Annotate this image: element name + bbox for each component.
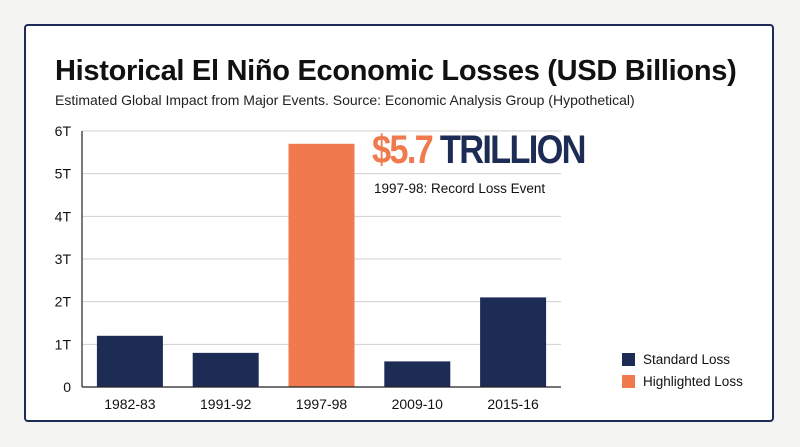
y-tick-label: 1T xyxy=(55,336,72,352)
legend-item-highlighted: Highlighted Loss xyxy=(622,372,743,390)
callout-subtext: 1997-98: Record Loss Event xyxy=(374,181,546,196)
bar-1982-83 xyxy=(96,335,163,387)
x-tick-label: 2015-16 xyxy=(487,396,539,412)
x-tick-labels: 1982-83 1991-92 1997-98 2009-10 2015-16 xyxy=(104,396,539,412)
legend-label-highlighted: Highlighted Loss xyxy=(643,373,743,389)
bars xyxy=(96,143,547,387)
chart-title: Historical El Niño Economic Losses (USD … xyxy=(55,55,737,87)
x-tick-label: 2009-10 xyxy=(392,396,444,412)
bar-2009-10 xyxy=(384,361,451,387)
y-tick-label: 5T xyxy=(55,166,72,182)
legend-label-standard: Standard Loss xyxy=(643,351,731,367)
record-loss-callout: $5.7 TRILLION xyxy=(372,128,587,172)
y-tick-label: 0 xyxy=(63,379,71,395)
callout-amount: $5.7 xyxy=(372,128,434,172)
y-tick-label: 6T xyxy=(55,123,72,139)
y-tick-label: 3T xyxy=(55,251,72,267)
callout-unit: TRILLION xyxy=(439,128,587,172)
x-tick-label: 1997-98 xyxy=(296,396,348,412)
legend-item-standard: Standard Loss xyxy=(622,350,743,368)
chart-subtitle: Estimated Global Impact from Major Event… xyxy=(55,92,635,108)
chart-card: Historical El Niño Economic Losses (USD … xyxy=(24,24,774,422)
x-tick-label: 1991-92 xyxy=(200,396,252,412)
y-tick-labels: 0 1T 2T 3T 4T 5T 6T xyxy=(55,123,72,395)
legend-swatch-standard xyxy=(622,352,635,366)
bar-chart: 0 1T 2T 3T 4T 5T 6T 1982-83 1991-92 1997-98 2009-… xyxy=(55,123,561,412)
bar-1991-92 xyxy=(192,352,259,387)
axes xyxy=(81,131,561,388)
bar-2015-16 xyxy=(480,297,547,387)
y-tick-label: 4T xyxy=(55,208,72,224)
y-tick-label: 2T xyxy=(55,294,72,310)
chart-legend: Standard Loss Highlighted Loss xyxy=(622,350,743,394)
legend-swatch-highlighted xyxy=(622,374,635,388)
bar-1997-98 xyxy=(288,143,355,387)
x-tick-label: 1982-83 xyxy=(104,396,156,412)
